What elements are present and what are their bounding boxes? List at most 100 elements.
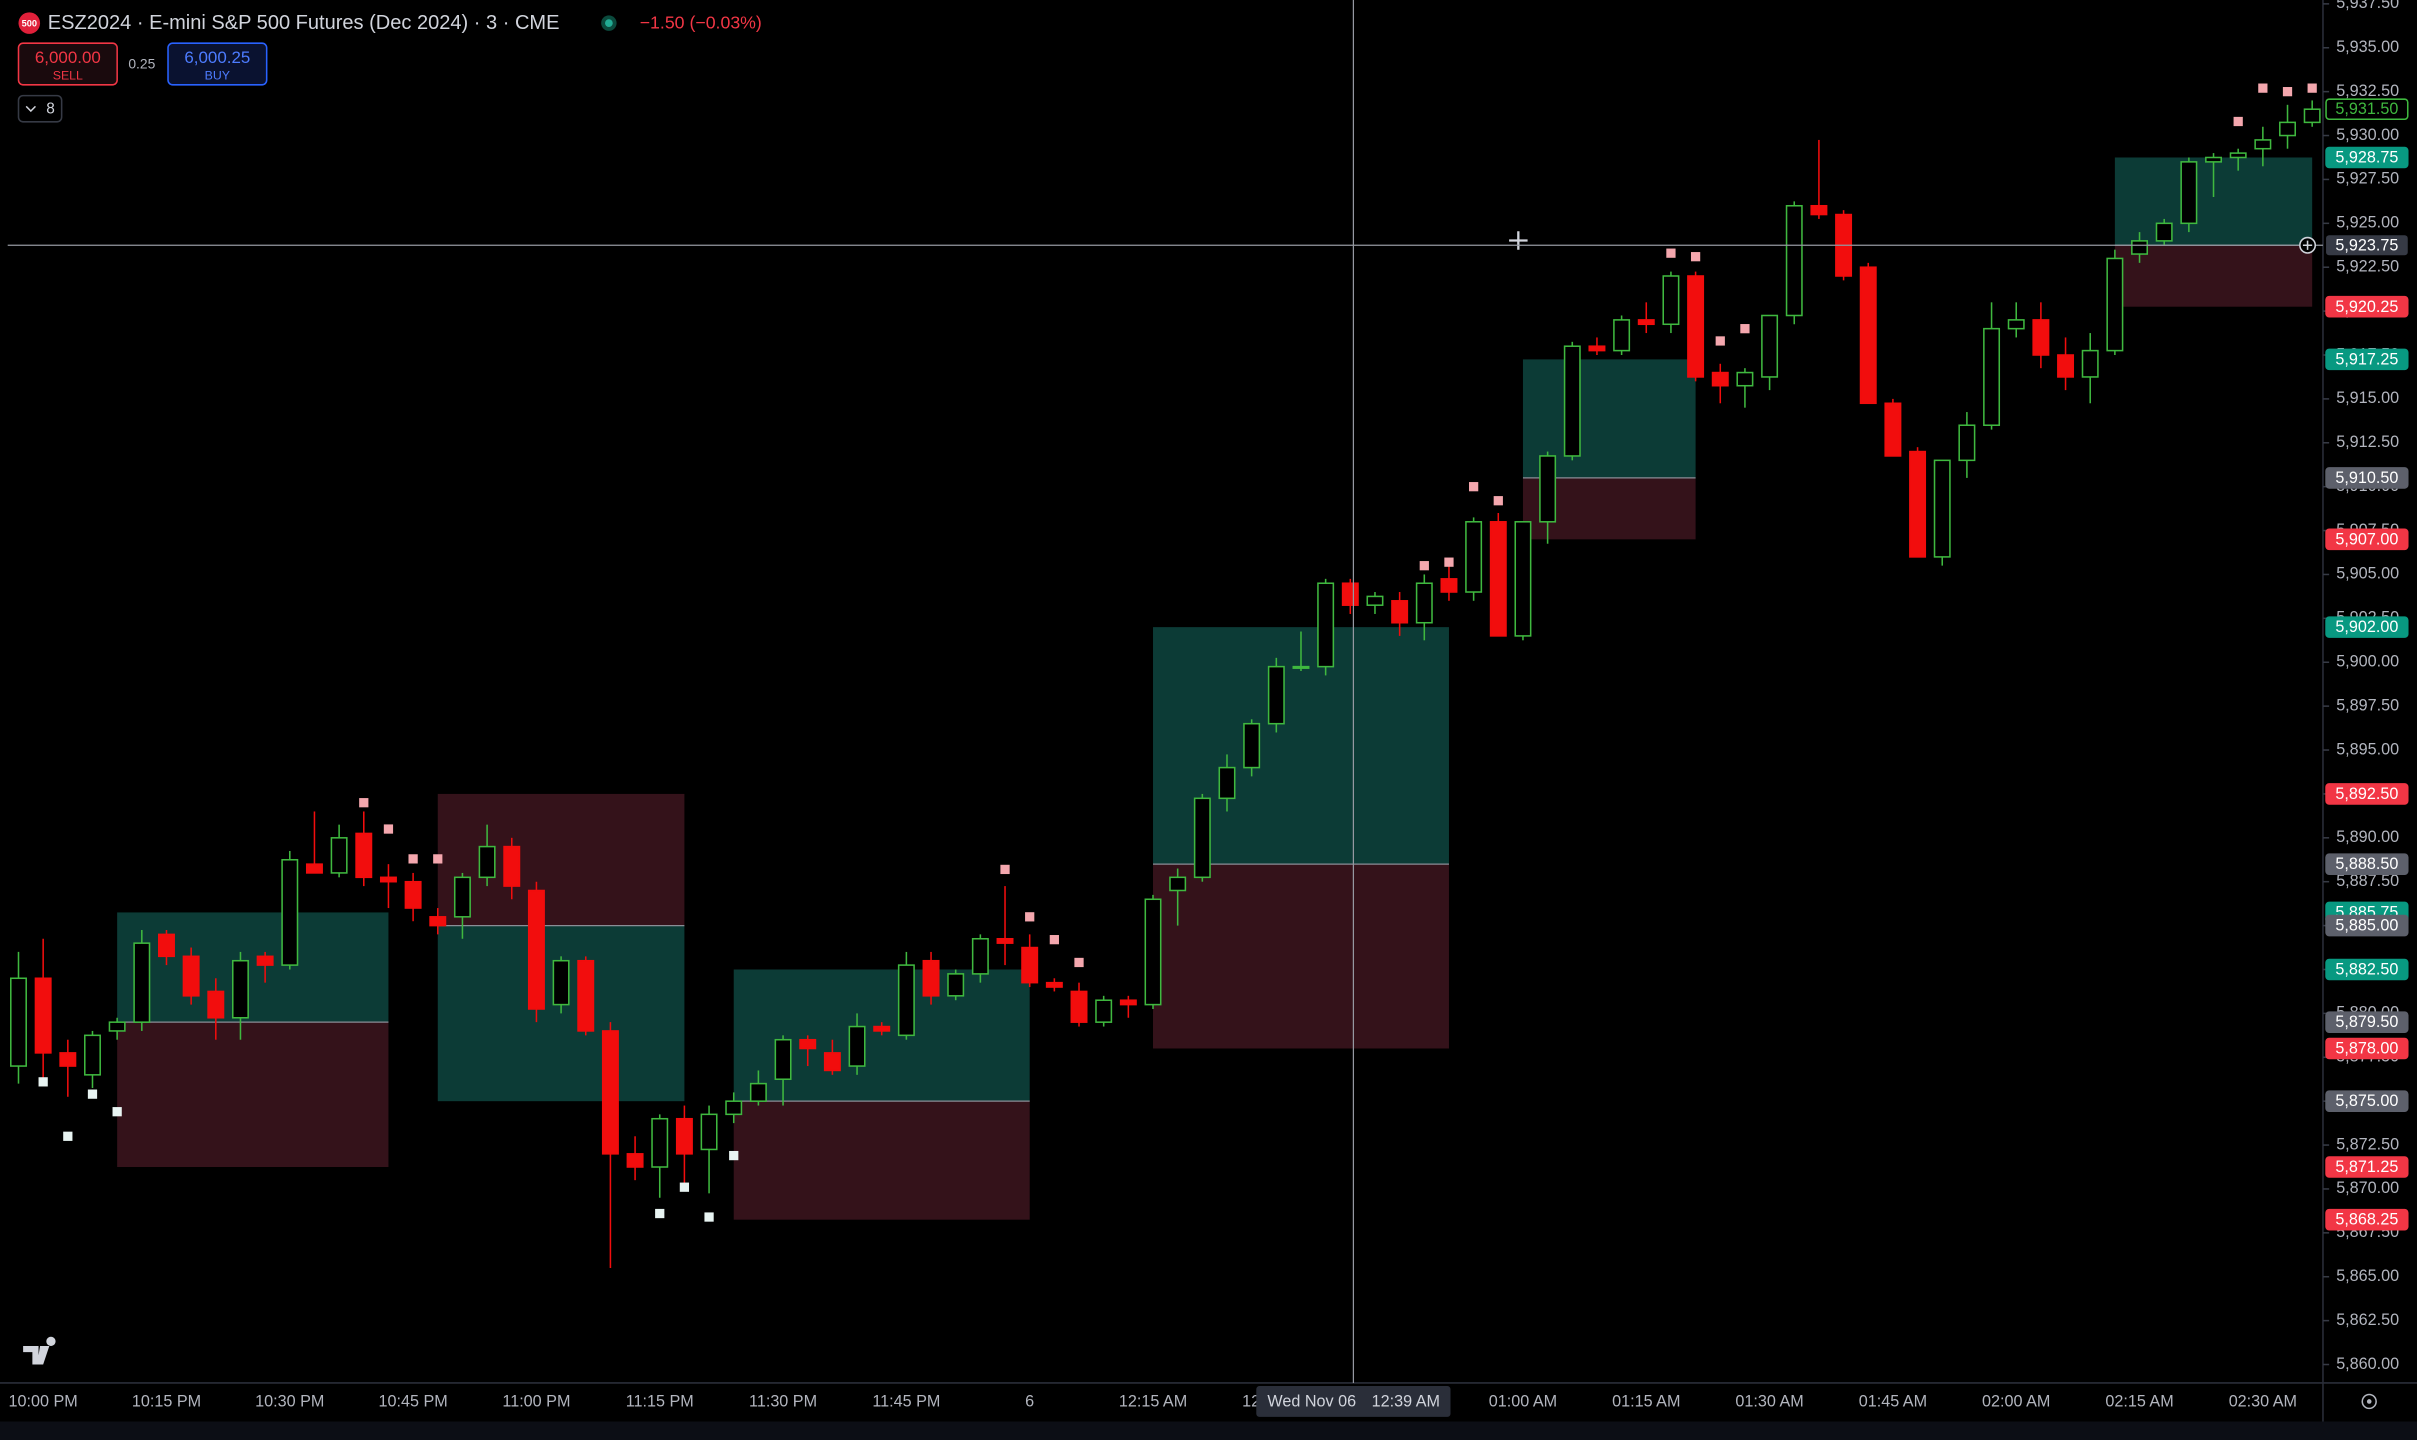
symbol-logo-text: 500 [22,18,37,28]
candle-body [774,1038,792,1080]
y-tick-label: 5,935.00 [2336,38,2399,56]
candle-body [1514,521,1532,637]
candle-body [1662,275,1680,326]
y-tick-label: 5,872.50 [2336,1135,2399,1153]
price-label: 5,907.00 [2335,530,2398,548]
price-label: 5,910.50 [2335,469,2398,487]
indicators-toggle[interactable] [17,94,63,123]
y-tick-label: 5,870.00 [2336,1179,2399,1197]
target-zone [117,912,389,1023]
signal-below [729,1150,739,1161]
candle-body [799,1038,817,1050]
y-tick-label: 5,905.00 [2336,565,2399,583]
candle-body [922,959,940,997]
x-tick-label: 11:00 PM [502,1393,570,1411]
candle-body [626,1153,644,1168]
signal-above [1469,482,1479,492]
candle-body [256,955,274,966]
sell-label: SELL [53,69,83,83]
y-tick-label: 5,900.00 [2336,653,2399,671]
candle-body [1366,595,1384,606]
candle-body [1711,371,1729,387]
candle-body [1292,665,1310,669]
candle-body [1070,990,1088,1023]
price-label: 5,892.50 [2335,785,2398,803]
buy-label: BUY [205,69,230,83]
candle-body [133,942,151,1023]
candle-body [355,832,373,879]
y-tick-label: 5,865.00 [2336,1267,2399,1285]
price-label-badge [2325,146,2409,169]
candle-body [2279,121,2296,137]
candle-body [231,959,249,1019]
candle-body [404,880,422,909]
candle-body [1169,876,1187,892]
x-tick-label: 11:30 PM [749,1393,817,1411]
y-tick-label: 5,860.00 [2336,1355,2399,1373]
signal-above [2233,116,2243,127]
y-tick-label: 5,937.50 [2336,0,2399,12]
x-tick-label: 6 [1025,1393,1034,1411]
candle-body [1095,999,1113,1023]
signal-below [112,1107,122,1117]
candle-body [1218,766,1236,800]
candle-body [675,1117,693,1155]
sell-button[interactable] [17,42,118,86]
candle-body [700,1113,718,1151]
candle-body [1045,981,1063,988]
stop-zone [2114,245,2313,307]
candle-body [305,863,323,874]
signal-below [679,1182,690,1192]
x-tick-label: 01:15 AM [1612,1393,1680,1411]
x-tick-label: 10:00 PM [9,1393,78,1411]
crosshair-price: 5,923.75 [2335,236,2398,254]
settings-icon[interactable] [2361,1393,2377,1410]
candle-body [157,933,175,958]
signal-above [383,824,394,834]
signal-above [1666,248,1676,258]
price-label-badge [2325,1011,2409,1033]
price-label-badge [2325,914,2409,937]
signal-below [38,1077,48,1087]
x-tick-label: 01:00 AM [1489,1393,1557,1411]
candle-body [749,1082,767,1102]
x-tick-label: 10:45 PM [378,1393,447,1411]
x-tick-label: 01:30 AM [1735,1393,1803,1411]
y-tick-label: 5,895.00 [2336,740,2399,758]
candle-body [1391,600,1409,624]
price-label-badge [2325,1037,2409,1060]
candle-body [478,845,496,879]
symbol-title[interactable]: ESZ2024 · E-mini S&P 500 Futures (Dec 20… [48,12,560,34]
signal-above [1025,912,1035,922]
x-tick-label: 02:30 AM [2229,1393,2297,1411]
price-label-badge [2325,295,2409,318]
y-tick-label: 5,890.00 [2336,828,2399,846]
candle-body [182,955,200,997]
price-label: 5,902.00 [2335,618,2398,636]
price-label-badge [2325,853,2409,875]
candle-body [34,977,52,1054]
candle-body [1810,204,1828,216]
candle-body [1736,371,1754,387]
price-label: 5,917.25 [2335,350,2398,368]
x-tick-label: 12:15 AM [1119,1393,1187,1411]
candle-body [1687,275,1705,378]
candle-body [1637,319,1655,326]
signal-above [1715,336,1725,346]
candle-body [2007,319,2025,330]
signal-above [2258,83,2268,93]
buy-button[interactable] [167,42,268,86]
candle-body [1613,319,1631,352]
candle-body [10,977,27,1067]
candle-body [1785,204,1803,317]
candle-body [1465,521,1483,593]
x-tick-label: 10:15 PM [132,1393,201,1411]
candle-body [2131,240,2149,255]
cursor [1509,231,1528,250]
x-tick-label: 02:15 AM [2105,1393,2173,1411]
candle-body [947,973,965,997]
candle-body [2205,156,2223,163]
price-label-badge [2325,467,2409,489]
candle-body [527,889,545,1010]
candle-body [59,1052,77,1067]
